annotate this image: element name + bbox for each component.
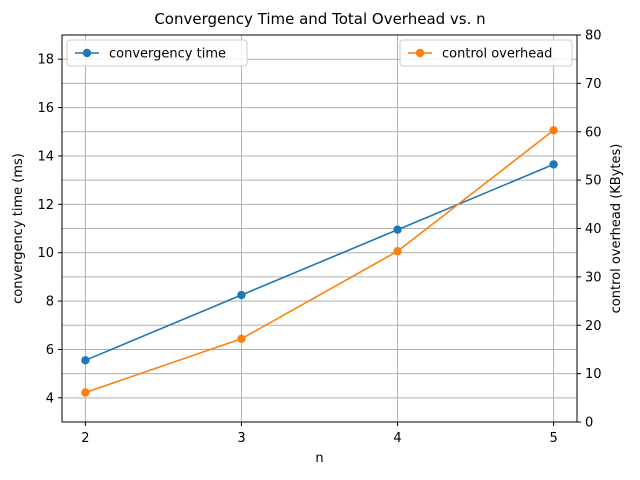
data-point-1 — [549, 126, 558, 135]
x-axis-title: n — [315, 451, 323, 466]
series-layer — [81, 126, 558, 397]
left-tick-label: 6 — [46, 343, 54, 358]
x-tick-label: 5 — [549, 431, 557, 446]
right-y-axis-title: control overhead (KBytes) — [609, 144, 624, 314]
right-tick-label: 50 — [585, 174, 602, 189]
data-point-0 — [393, 225, 402, 234]
right-tick-label: 40 — [585, 222, 602, 237]
x-tick-label: 4 — [393, 431, 401, 446]
legend-box-0 — [66, 39, 248, 67]
right-tick-label: 70 — [585, 77, 602, 92]
right-tick-label: 10 — [585, 367, 602, 382]
x-axis: 2 3 4 5 — [81, 422, 558, 446]
data-point-1 — [237, 334, 246, 343]
data-point-0 — [237, 290, 246, 300]
legend-label-0: convergency time — [109, 47, 226, 62]
x-tick-label: 3 — [237, 431, 245, 446]
left-tick-label: 12 — [37, 198, 54, 213]
data-point-0 — [549, 160, 558, 169]
chart-title: Convergency Time and Total Overhead vs. … — [154, 10, 485, 28]
series-line-1 — [85, 129, 555, 394]
data-point-1 — [81, 388, 90, 397]
data-point-0 — [81, 356, 90, 365]
right-tick-label: 60 — [585, 125, 602, 140]
left-tick-label: 14 — [37, 149, 54, 164]
left-tick-label: 10 — [37, 246, 54, 261]
left-tick-label: 16 — [37, 101, 54, 116]
right-y-axis: 0 10 20 30 40 50 60 70 80 — [577, 29, 602, 431]
left-tick-label: 4 — [46, 391, 54, 406]
left-y-axis: 4 6 8 10 12 14 16 18 — [37, 53, 62, 406]
right-tick-label: 30 — [585, 270, 602, 285]
x-tick-label: 2 — [81, 431, 89, 446]
data-point-1 — [393, 247, 402, 256]
left-tick-label: 8 — [46, 295, 54, 310]
right-tick-label: 80 — [585, 29, 602, 44]
legend-marker-0 — [82, 48, 92, 58]
right-tick-label: 20 — [585, 319, 602, 334]
left-y-axis-title: convergency time (ms) — [11, 153, 26, 304]
legend-layer: convergency time control overhead — [66, 39, 573, 67]
series-line-0 — [85, 163, 554, 362]
legend-marker-1 — [415, 48, 425, 58]
right-tick-label: 0 — [585, 416, 593, 431]
legend-label-1: control overhead — [442, 47, 552, 62]
legend-box-1 — [399, 39, 573, 67]
left-tick-label: 18 — [37, 53, 54, 68]
